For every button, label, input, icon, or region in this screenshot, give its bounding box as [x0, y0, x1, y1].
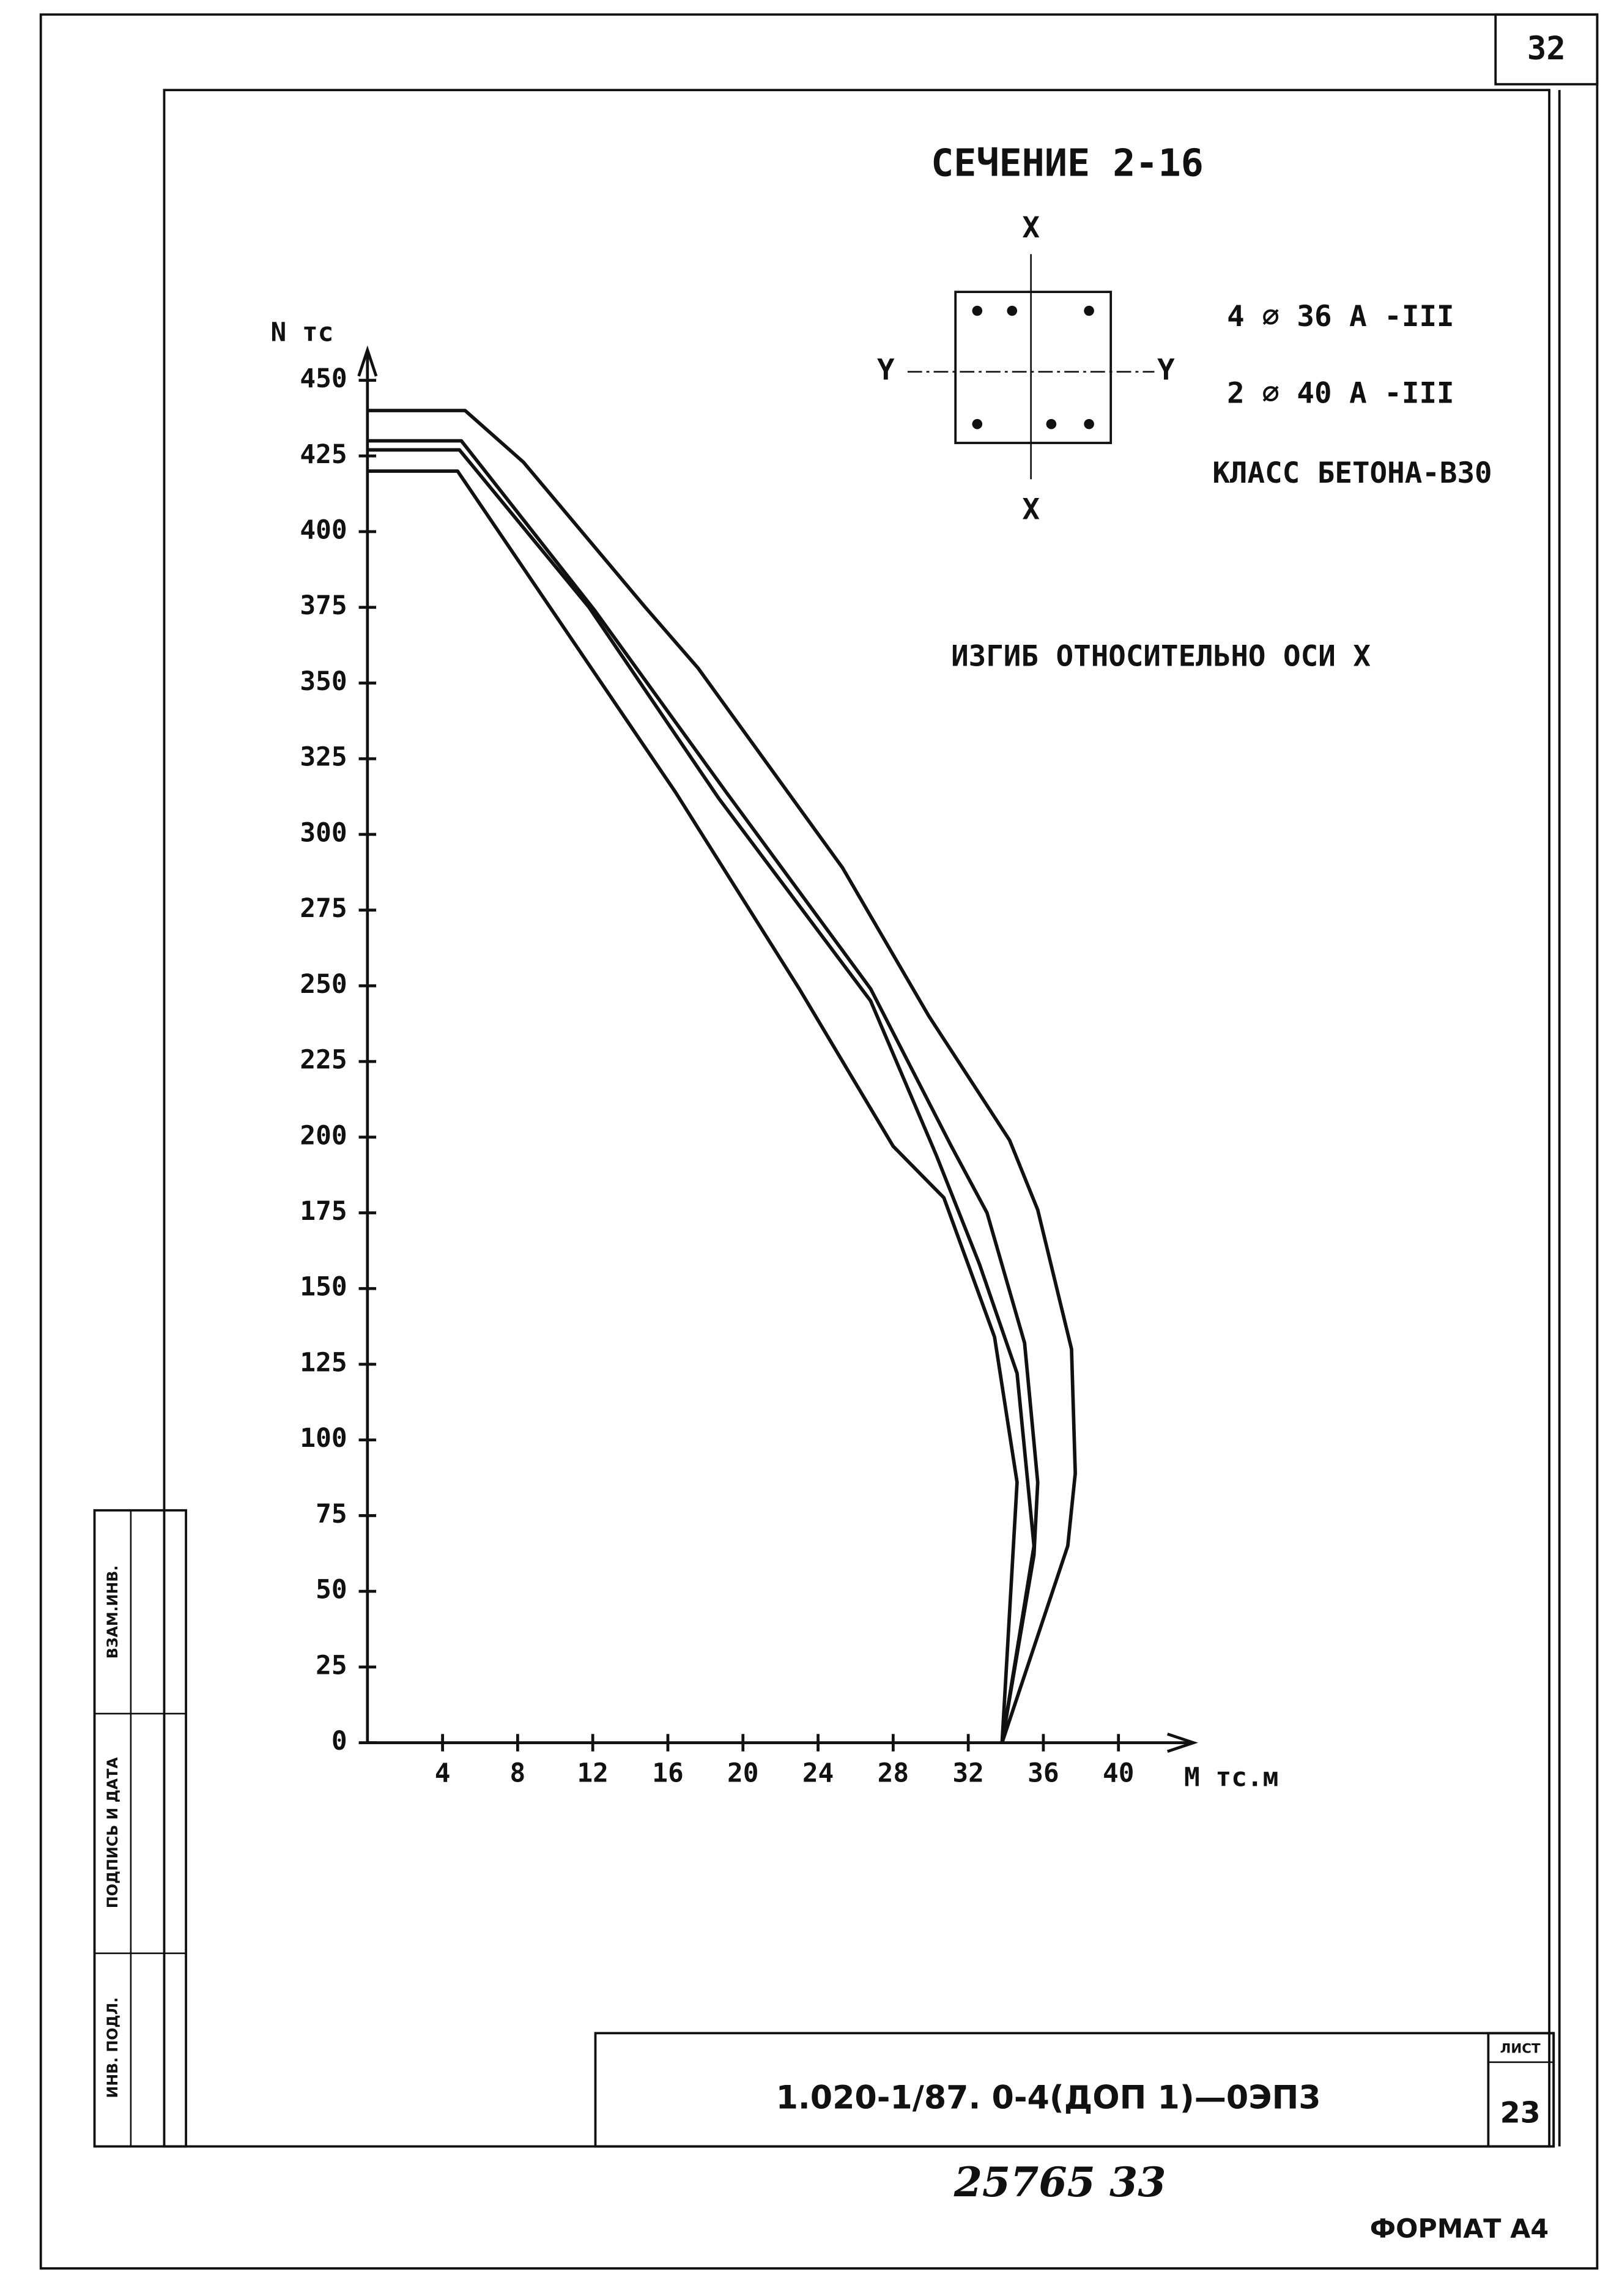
annotation: 2 ⌀ 40 А -III — [1227, 377, 1454, 411]
section-label: Y — [1157, 354, 1175, 387]
y-tick-label: 325 — [300, 742, 347, 773]
section-label: X — [1022, 211, 1040, 245]
page-number: 32 — [1527, 31, 1566, 67]
y-tick-label: 225 — [300, 1045, 347, 1076]
y-tick-label: 150 — [300, 1272, 347, 1302]
side-label: ПОДПИСЬ И ДАТА — [104, 1757, 121, 1908]
annotation: КЛАСС БЕТОНА-В30 — [1212, 456, 1492, 490]
curve — [367, 448, 1036, 1744]
y-tick-label: 250 — [300, 969, 347, 1000]
section-label: X — [1022, 493, 1040, 527]
y-tick-label: 175 — [300, 1196, 347, 1227]
section-label: Y — [877, 354, 895, 387]
side-strip — [93, 1509, 187, 2148]
y-tick-label: 0 — [331, 1726, 347, 1756]
y-axis-label: N тс — [271, 317, 334, 347]
y-axis-arrow — [357, 345, 378, 377]
y-tick-label: 100 — [300, 1423, 347, 1454]
y-tick-label: 25 — [316, 1650, 347, 1681]
annotation: 4 ⌀ 36 А -III — [1227, 300, 1454, 333]
page-number-box — [1494, 13, 1599, 86]
x-tick-label: 8 — [510, 1758, 526, 1788]
section-square — [954, 291, 1113, 444]
x-tick-label: 20 — [727, 1758, 758, 1788]
x-tick-label: 24 — [802, 1758, 834, 1788]
x-axis-arrow — [1167, 1733, 1199, 1753]
sheet-number: 23 — [1500, 2096, 1541, 2130]
stamp-code: 1.020-1/87. 0-4(ДОП 1)—0ЭП3 — [776, 2080, 1321, 2117]
outer-border — [39, 13, 1599, 2270]
x-tick-label: 4 — [435, 1758, 451, 1788]
archive-number: 25765 33 — [954, 2158, 1166, 2206]
y-tick-label: 350 — [300, 666, 347, 697]
y-tick-label: 75 — [316, 1499, 347, 1529]
chart-title: СЕЧЕНИЕ 2-16 — [931, 141, 1204, 185]
sheet-label: ЛИСТ — [1500, 2041, 1541, 2056]
y-tick-label: 450 — [300, 363, 347, 394]
x-tick-label: 28 — [878, 1758, 909, 1788]
side-label: ИНВ. ПОДЛ. — [104, 1997, 121, 2098]
format-label: ФОРМАТ А4 — [1370, 2214, 1549, 2245]
curve — [367, 409, 1077, 1744]
y-tick-label: 125 — [300, 1347, 347, 1378]
y-tick-label: 275 — [300, 893, 347, 924]
x-tick-label: 12 — [577, 1758, 608, 1788]
curve — [367, 439, 1040, 1744]
y-tick-label: 200 — [300, 1120, 347, 1151]
side-label: ВЗАМ.ИНВ. — [104, 1566, 121, 1659]
y-tick-label: 50 — [316, 1575, 347, 1605]
curve — [367, 469, 1019, 1743]
y-tick-label: 300 — [300, 817, 347, 848]
x-axis-label: M тс.м — [1184, 1762, 1278, 1793]
x-tick-label: 32 — [952, 1758, 983, 1788]
annotation: ИЗГИБ ОТНОСИТЕЛЬНО ОСИ X — [951, 639, 1371, 673]
y-tick-label: 425 — [300, 439, 347, 470]
x-tick-label: 40 — [1103, 1758, 1134, 1788]
rebar-dots — [972, 305, 1094, 429]
y-tick-label: 400 — [300, 515, 347, 546]
x-tick-label: 16 — [652, 1758, 683, 1788]
y-tick-label: 375 — [300, 590, 347, 621]
sheet-box — [1487, 2032, 1555, 2148]
x-tick-label: 36 — [1028, 1758, 1059, 1788]
